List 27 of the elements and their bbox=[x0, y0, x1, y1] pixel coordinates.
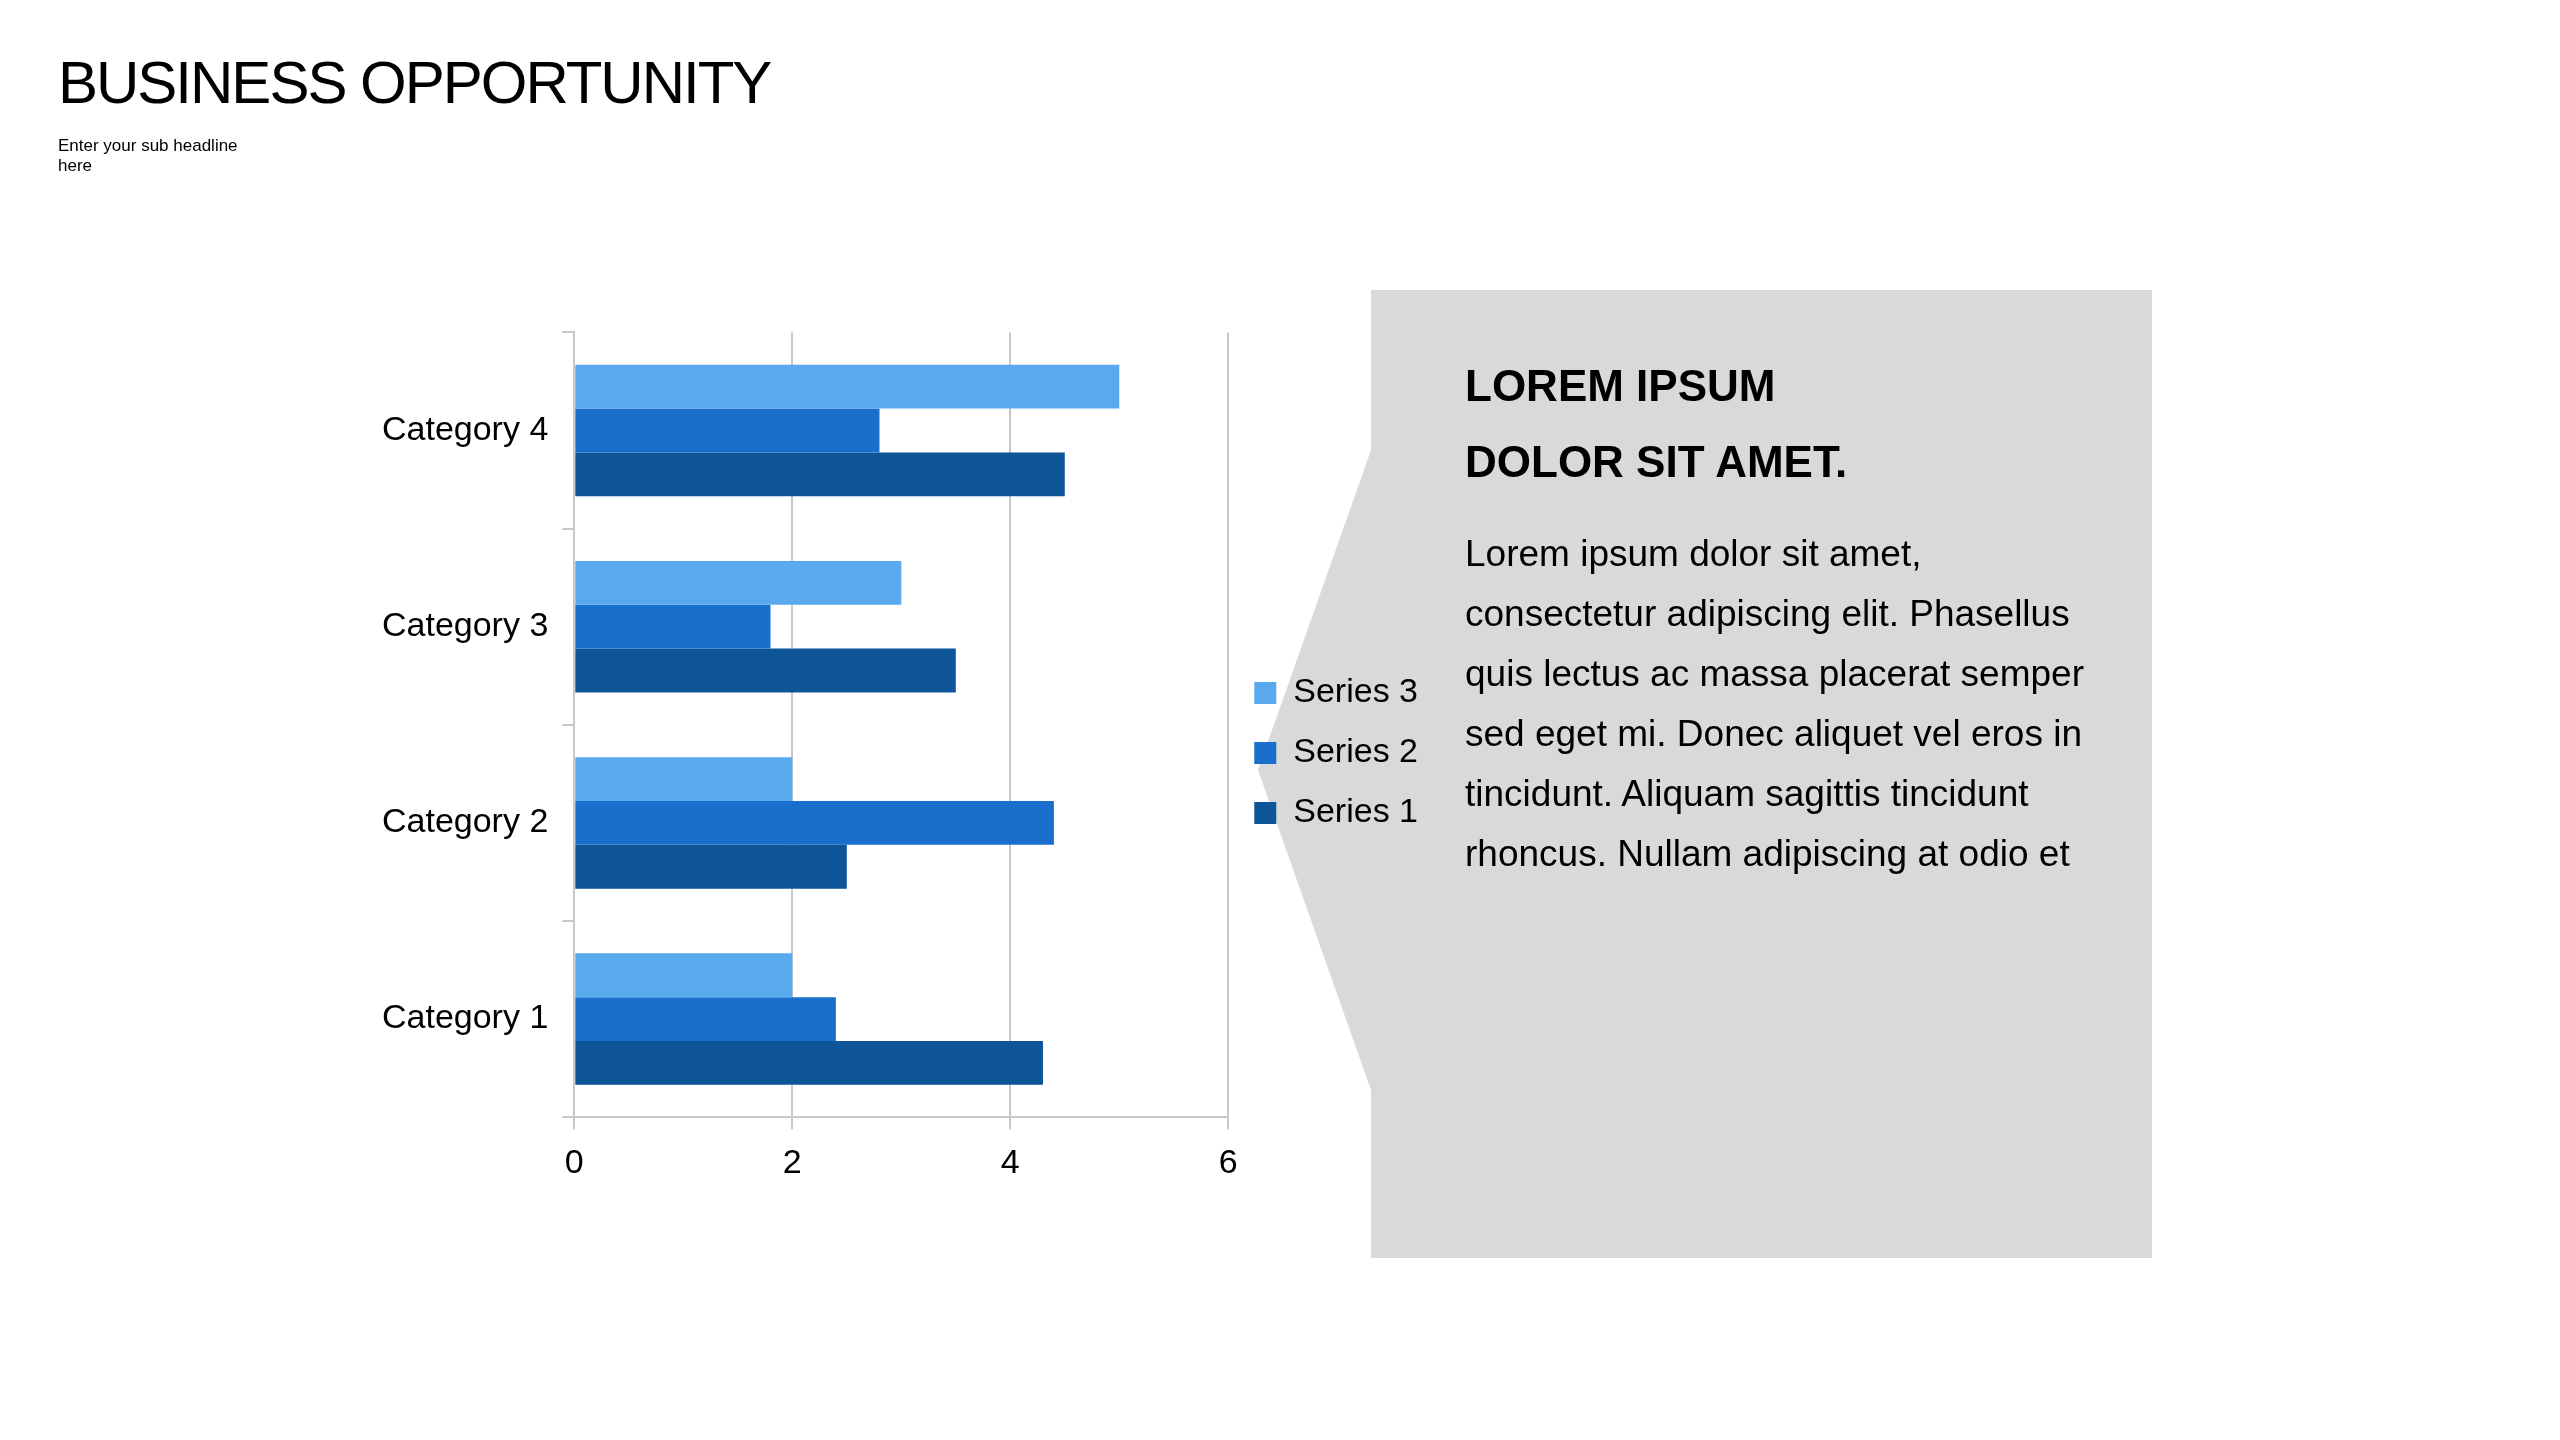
legend-label: Series 1 bbox=[1293, 791, 1419, 830]
bar bbox=[575, 953, 793, 998]
y-tick-label: Category 3 bbox=[381, 605, 549, 644]
bar bbox=[575, 560, 902, 605]
text: Enter your sub headline here bbox=[58, 136, 239, 176]
x-tick-label: 2 bbox=[782, 1141, 802, 1180]
bar bbox=[575, 364, 1120, 409]
bar bbox=[575, 997, 836, 1042]
legend-label: Series 2 bbox=[1293, 731, 1419, 770]
y-tick-label: Category 1 bbox=[381, 997, 549, 1036]
chart-title: BUSINESS OPPORTUNITY bbox=[58, 48, 771, 117]
text: Lorem ipsum dolor sit amet, consectetur adipiscing elit. Phasellus quis lectus ac massa placerat semper sed eget mi. Donec aliquet vel eros in tincidunt. Aliquam sagittis tincidunt rhoncus. Nullam adipiscing at odio et bbox=[1465, 532, 2085, 876]
y-tick-label: Category 2 bbox=[381, 801, 549, 840]
bar bbox=[575, 800, 1054, 845]
x-tick-label: 0 bbox=[564, 1141, 584, 1180]
bar bbox=[575, 408, 880, 453]
text: LOREM IPSUM DOLOR SIT AMET. bbox=[1465, 360, 1849, 488]
bar bbox=[575, 1041, 1043, 1085]
x-tick-label: 6 bbox=[1218, 1141, 1238, 1180]
bar bbox=[575, 604, 771, 649]
x-tick-label: 4 bbox=[1000, 1141, 1020, 1180]
y-tick-label: Category 4 bbox=[381, 408, 549, 447]
bar bbox=[575, 452, 1065, 497]
bar bbox=[575, 757, 793, 801]
bar bbox=[575, 648, 956, 693]
legend-label: Series 3 bbox=[1293, 671, 1419, 710]
bar bbox=[575, 844, 847, 889]
